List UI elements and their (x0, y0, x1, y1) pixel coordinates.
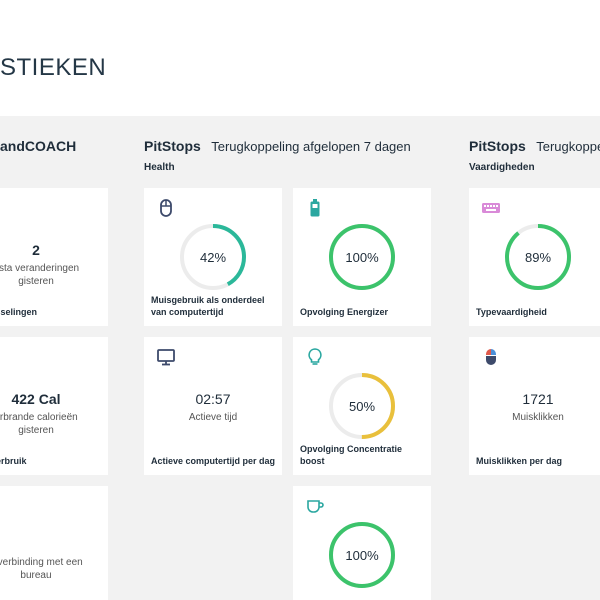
metric-value: 422 Cal (11, 391, 61, 407)
progress-percent: 89% (524, 249, 552, 265)
page-title: STIEKEN (0, 54, 107, 81)
card-caption: Opvolging Energizer (300, 307, 389, 317)
card-caption: Muisgebruik als onderdeel van computerti… (151, 295, 265, 317)
card-caption: everbruik (0, 456, 27, 466)
metric-label: erbrande calorieën gisteren (0, 412, 78, 436)
progress-ring (329, 522, 395, 588)
metric-value: 1721 (522, 391, 554, 407)
progress-ring-fill (505, 224, 571, 290)
progress-ring (505, 224, 571, 290)
card-caption: Muisklikken per dag (476, 456, 563, 466)
mouse-icon (160, 199, 172, 217)
coffee-icon (307, 500, 324, 513)
card-caption: Actieve computertijd per dag (151, 456, 276, 466)
progress-ring-fill (329, 522, 395, 588)
progress-percent: 100% (345, 547, 379, 563)
concentration-card[interactable]: 50% Opvolging Concentratie boost (293, 337, 431, 475)
metric-value: 2 (32, 242, 40, 258)
progress-percent: 42% (199, 249, 227, 265)
calories-card[interactable]: 422 Cal erbrande calorieën gisteren ever… (0, 337, 108, 475)
card-caption: wisselingen (0, 307, 38, 317)
active-time-card[interactable]: 02:57 Actieve tijd Actieve computertijd … (144, 337, 282, 475)
coffee-card[interactable]: 100% (293, 486, 431, 600)
section-subtitle: Vaardigheden (469, 162, 535, 173)
card-caption: Typevaardigheid (476, 307, 547, 317)
typing-card[interactable]: 89% Typevaardigheid (469, 188, 600, 326)
section-subtitle: Health (144, 162, 175, 173)
progress-ring-fill (180, 224, 246, 290)
section-header-health: PitStops Terugkoppeling afgelopen 7 dage… (144, 138, 411, 173)
progress-ring-fill (329, 224, 395, 290)
metric-label: t-sta veranderingen gisteren (0, 263, 80, 287)
progress-ring-fill (329, 373, 395, 439)
clicks-card[interactable]: 1721 Muisklikken Muisklikken per dag (469, 337, 600, 475)
section-description: Terugkoppeling afgelopen 7 dagen (211, 139, 411, 154)
energizer-card[interactable]: 100% Opvolging Energizer (293, 188, 431, 326)
metric-label: n verbinding met een bureau (0, 557, 83, 581)
section-title: PitStops (469, 138, 526, 154)
connection-card[interactable]: n verbinding met een bureau (0, 486, 108, 600)
mouse-color-icon (486, 349, 496, 365)
metric-label: Actieve tijd (188, 412, 238, 423)
card-caption: Opvolging Concentratie boost (300, 444, 403, 466)
lightbulb-icon (308, 348, 322, 365)
switches-card[interactable]: 2 t-sta veranderingen gisteren wisseling… (0, 188, 108, 326)
progress-ring (329, 224, 395, 290)
progress-percent: 50% (348, 398, 376, 414)
section-description: Terugkoppel (536, 139, 600, 154)
section-header-coach: andCOACH (0, 138, 76, 156)
metric-value: 02:57 (195, 391, 231, 407)
dashboard-panel: andCOACH PitStops Terugkoppeling afgelop… (0, 116, 600, 600)
keyboard-icon (482, 203, 500, 213)
battery-icon (310, 199, 320, 217)
section-header-skills: PitStops Terugkoppel Vaardigheden (469, 138, 600, 173)
monitor-icon (157, 349, 175, 366)
progress-ring (180, 224, 246, 290)
progress-ring (329, 373, 395, 439)
progress-percent: 100% (345, 249, 379, 265)
metric-label: Muisklikken (512, 412, 564, 423)
section-title: andCOACH (0, 138, 77, 154)
mouse-usage-card[interactable]: 42% Muisgebruik als onderdeel van comput… (144, 188, 282, 326)
section-title: PitStops (144, 138, 201, 154)
